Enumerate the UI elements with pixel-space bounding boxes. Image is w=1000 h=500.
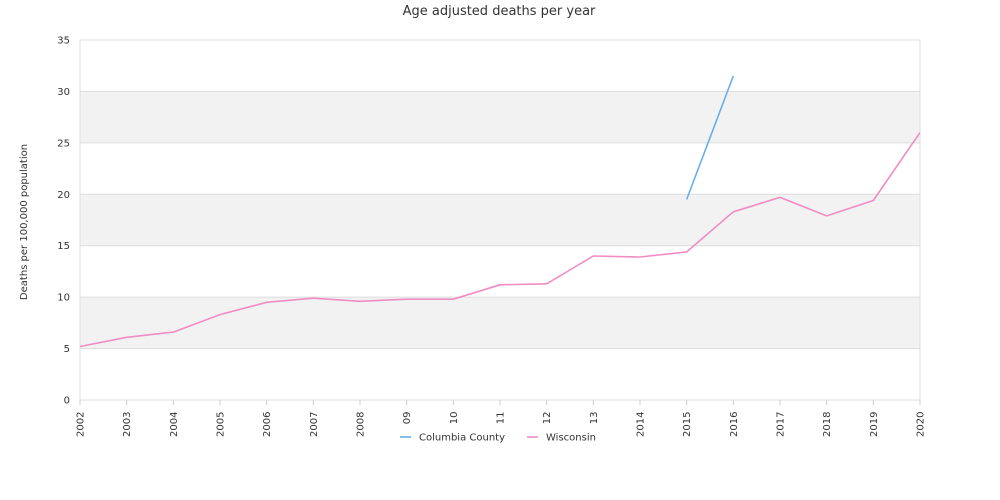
x-tick-label: 2019 xyxy=(869,412,880,437)
x-tick-label: 2018 xyxy=(822,412,833,437)
legend-item[interactable]: Wisconsin xyxy=(527,433,596,444)
y-tick-label: 25 xyxy=(57,138,70,149)
plot-band xyxy=(80,91,920,143)
x-tick-label: 2005 xyxy=(216,412,227,437)
x-axis-ticks: 2002 2003 2004 2005 2006 2007 2008 09 10 11 12 13 20… xyxy=(76,400,927,437)
plot-band xyxy=(80,297,920,349)
y-tick-label: 5 xyxy=(64,344,70,355)
plot-band xyxy=(80,194,920,246)
x-tick-label: 2014 xyxy=(636,412,647,437)
x-tick-label: 2015 xyxy=(682,412,693,437)
x-tick-label: 10 xyxy=(449,412,460,425)
y-tick-label: 30 xyxy=(57,87,70,98)
x-tick-label: 2003 xyxy=(122,412,133,437)
y-tick-label: 0 xyxy=(64,396,70,407)
legend-label: Wisconsin xyxy=(546,433,596,444)
y-tick-label: 20 xyxy=(57,190,70,201)
x-tick-label: 12 xyxy=(542,412,553,425)
x-tick-label: 11 xyxy=(496,412,507,425)
x-tick-label: 2016 xyxy=(729,412,740,437)
legend[interactable]: Columbia County Wisconsin xyxy=(400,433,596,444)
chart-title: Age adjusted deaths per year xyxy=(403,4,596,19)
x-tick-label: 2006 xyxy=(262,412,273,437)
legend-item[interactable]: Columbia County xyxy=(400,433,505,444)
plot-bands xyxy=(80,91,920,349)
x-tick-label: 2002 xyxy=(76,412,87,437)
series-line-1 xyxy=(685,75,735,200)
x-tick-label: 13 xyxy=(589,412,600,425)
x-tick-label: 2008 xyxy=(356,412,367,437)
series-line-2 xyxy=(79,132,921,348)
x-tick-label: 2020 xyxy=(916,412,927,437)
x-tick-label: 2004 xyxy=(169,412,180,437)
y-tick-label: 15 xyxy=(57,241,70,252)
y-tick-label: 35 xyxy=(57,36,70,47)
x-tick-label: 09 xyxy=(402,412,413,425)
gridlines xyxy=(80,39,920,401)
y-tick-label: 10 xyxy=(57,293,70,304)
y-axis-ticks: 0 5 10 15 20 25 30 35 xyxy=(57,36,70,407)
y-axis-label: Deaths per 100,000 population xyxy=(19,144,30,300)
legend-label: Columbia County xyxy=(419,433,505,444)
x-tick-label: 2017 xyxy=(776,412,787,437)
x-tick-label: 2007 xyxy=(309,412,320,437)
series-group xyxy=(79,75,921,348)
